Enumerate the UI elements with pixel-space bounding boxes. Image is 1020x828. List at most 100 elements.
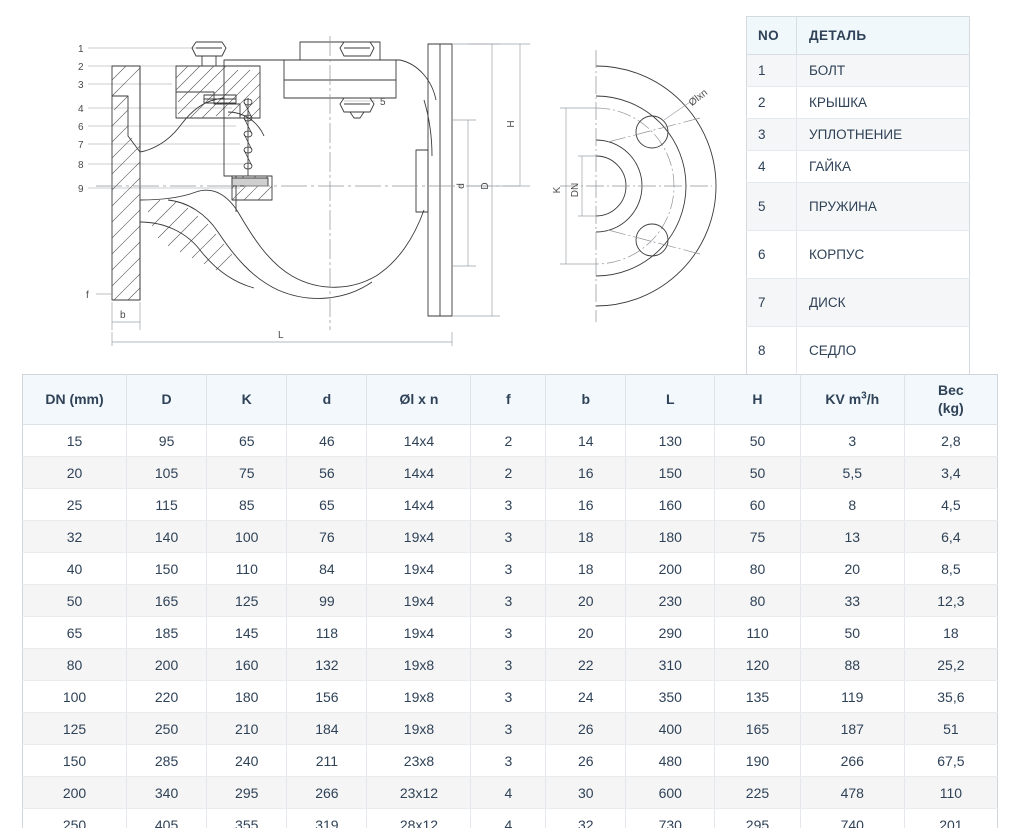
dimensions-cell: 190	[714, 744, 801, 777]
dimensions-cell: 20	[800, 552, 905, 585]
dimensions-cell: 16	[545, 456, 627, 489]
dimensions-cell: 65	[22, 616, 127, 649]
dimensions-cell: 65	[206, 424, 288, 457]
dimensions-cell: 180	[206, 680, 288, 713]
dimensions-cell: 3	[470, 584, 547, 617]
dimensions-cell: 3	[470, 744, 547, 777]
dimensions-cell: 32	[22, 520, 127, 553]
dimensions-header-cell: D	[126, 374, 208, 425]
dimensions-cell: 8,5	[904, 552, 998, 585]
dimensions-header-cell: f	[470, 374, 547, 425]
leader-label-7: 7	[78, 140, 84, 151]
dimensions-cell: 14x4	[366, 488, 472, 521]
dimensions-cell: 25	[22, 488, 127, 521]
dimensions-cell: 295	[714, 808, 801, 828]
dimensions-cell: 200	[22, 776, 127, 809]
parts-cell-no: 4	[746, 150, 797, 183]
dimensions-header-line1: DN (mm)	[45, 390, 104, 407]
dimensions-header-line1: K	[241, 390, 252, 407]
leader-label-3: 3	[78, 80, 84, 91]
parts-table-row: 4 ГАЙКА	[746, 150, 970, 183]
dimensions-table-row: 20 105 75 56 14x4 2 16 150 50 5,5 3,4	[22, 456, 998, 489]
dimensions-cell: 3,4	[904, 456, 998, 489]
dimensions-cell: 184	[286, 712, 368, 745]
dimensions-cell: 285	[126, 744, 208, 777]
dimensions-cell: 4,5	[904, 488, 998, 521]
dimensions-cell: 3	[800, 424, 905, 457]
dimensions-cell: 8	[800, 488, 905, 521]
parts-cell-detail: ПРУЖИНА	[796, 182, 970, 231]
dimensions-cell: 75	[206, 456, 288, 489]
dimensions-cell: 6,4	[904, 520, 998, 553]
dimensions-header-cell: Bec (kg)	[904, 374, 998, 425]
dimensions-header-cell: H	[714, 374, 801, 425]
dimensions-header-line1: H	[752, 390, 763, 407]
parts-cell-no: 3	[746, 118, 797, 151]
dimensions-cell: 95	[126, 424, 208, 457]
dimensions-table-row: 250 405 355 319 28x12 4 32 730 295 740 201	[22, 808, 998, 828]
dimensions-cell: 110	[904, 776, 998, 809]
dimensions-cell: 19x8	[366, 680, 472, 713]
dimensions-cell: 165	[714, 712, 801, 745]
dimensions-cell: 160	[625, 488, 716, 521]
dimensions-cell: 230	[625, 584, 716, 617]
dimensions-cell: 3	[470, 520, 547, 553]
dimensions-cell: 250	[126, 712, 208, 745]
dimensions-cell: 85	[206, 488, 288, 521]
dimensions-cell: 295	[206, 776, 288, 809]
dimensions-header-cell: K	[206, 374, 288, 425]
dimensions-cell: 118	[286, 616, 368, 649]
dimensions-cell: 26	[545, 712, 627, 745]
dimensions-cell: 22	[545, 648, 627, 681]
dimensions-cell: 180	[625, 520, 716, 553]
dimensions-cell: 100	[22, 680, 127, 713]
dimensions-cell: 14	[545, 424, 627, 457]
dimensions-cell: 225	[714, 776, 801, 809]
leader-label-4: 4	[78, 104, 84, 115]
dimensions-cell: 730	[625, 808, 716, 828]
dimension-label-b: b	[120, 310, 126, 321]
dimensions-cell: 20	[545, 616, 627, 649]
dimension-label-D: D	[480, 182, 491, 189]
dimensions-cell: 80	[22, 648, 127, 681]
dimensions-cell: 60	[714, 488, 801, 521]
dimensions-header-line1: KV m3/h	[825, 390, 880, 408]
dimensions-cell: 319	[286, 808, 368, 828]
dimensions-cell: 67,5	[904, 744, 998, 777]
dimensions-cell: 110	[714, 616, 801, 649]
dimensions-cell: 240	[206, 744, 288, 777]
dimensions-table-row: 40 150 110 84 19x4 3 18 200 80 20 8,5	[22, 552, 998, 585]
dimensions-table-row: 125 250 210 184 19x8 3 26 400 165 187 51	[22, 712, 998, 745]
dimensions-cell: 99	[286, 584, 368, 617]
parts-table-row: 8 СЕДЛО	[746, 326, 970, 375]
dimensions-table-row: 32 140 100 76 19x4 3 18 180 75 13 6,4	[22, 520, 998, 553]
dimensions-cell: 150	[22, 744, 127, 777]
parts-cell-no: 5	[746, 182, 797, 231]
dimensions-cell: 355	[206, 808, 288, 828]
parts-cell-detail: ДИСК	[796, 278, 970, 327]
dimensions-cell: 25,2	[904, 648, 998, 681]
dimensions-cell: 24	[545, 680, 627, 713]
parts-table-row: 1 БОЛТ	[746, 54, 970, 87]
dimensions-cell: 4	[470, 776, 547, 809]
dimensions-cell: 23x12	[366, 776, 472, 809]
dimension-label-K: K	[552, 186, 563, 193]
dimensions-cell: 135	[714, 680, 801, 713]
dimensions-cell: 32	[545, 808, 627, 828]
dimensions-cell: 120	[714, 648, 801, 681]
dimensions-cell: 3	[470, 680, 547, 713]
valve-cross-section-drawing: 1 2 3 4 6 7 8 9 5 f b L H D d K DN Ølxn	[78, 36, 717, 346]
dimensions-cell: 14x4	[366, 424, 472, 457]
dimensions-cell: 130	[625, 424, 716, 457]
dimensions-cell: 2	[470, 424, 547, 457]
dimension-label-DN: DN	[570, 183, 581, 197]
dimensions-header-line1: D	[161, 390, 172, 407]
dimensions-cell: 200	[625, 552, 716, 585]
dimensions-header-cell: KV m3/h	[800, 374, 905, 425]
dimensions-cell: 405	[126, 808, 208, 828]
parts-cell-no: 2	[746, 86, 797, 119]
parts-table-row: 3 УПЛОТНЕНИЕ	[746, 118, 970, 151]
parts-cell-detail: КОРПУС	[796, 230, 970, 279]
dimensions-cell: 18	[904, 616, 998, 649]
